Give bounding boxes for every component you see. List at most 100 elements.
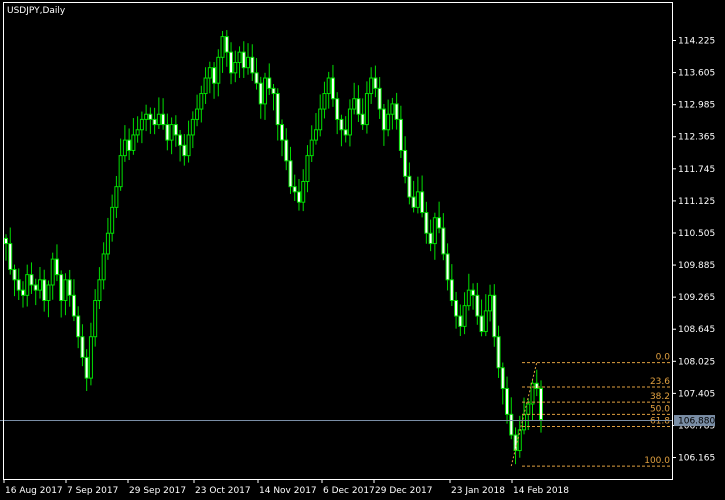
candle-body [241,51,246,69]
candle-body [182,144,187,157]
candle-body [420,191,425,214]
candle-body [488,294,493,312]
x-tick-label: 29 Sep 2017 [129,486,186,496]
candle-body [326,77,331,95]
y-tick-label: 109.885 [678,261,715,271]
candle-body [496,336,501,369]
candle-body [88,336,93,379]
candle-body [250,56,255,74]
current-price-label: 106.880 [678,417,715,427]
fibonacci-level-label: 50.0 [650,404,670,414]
candle-body [195,108,200,120]
candle-body [390,103,395,115]
candle-body [59,274,64,301]
fibonacci-level-label: 0.0 [656,353,671,363]
candle-body [398,118,403,151]
candle-body [139,118,144,131]
y-tick-label: 110.505 [678,229,715,239]
current-price-badge: 106.880 [674,415,715,427]
candle-body [483,310,488,333]
candle-body [505,387,510,415]
candle-body [246,56,251,69]
candle-body [445,253,450,281]
candle-body [275,93,280,126]
candle-body [76,315,81,338]
candle-body [322,93,327,110]
candle-body [288,160,293,188]
fibonacci-trendline [510,362,538,467]
candle-body [360,113,365,126]
y-tick-label: 108.645 [678,325,715,335]
candle-body [233,62,238,74]
y-tick-label: 109.265 [678,293,715,303]
y-tick-label: 112.365 [678,133,715,143]
candle-body [110,206,115,234]
candle-body [381,108,386,131]
y-tick-label: 112.985 [678,101,715,111]
candle-body [292,186,297,193]
candle-body [458,315,463,327]
candle-body [144,113,149,120]
candle-body [42,279,47,302]
chart-title: USDJPY,Daily [7,6,66,16]
candle-body [258,82,263,105]
candle-body [263,77,268,105]
candle-body [305,155,310,182]
x-tick-label: 14 Feb 2018 [513,486,569,496]
candles-group [4,30,543,465]
candle-body [432,217,437,245]
candle-body [161,113,166,126]
candle-body [369,77,374,95]
x-axis: 16 Aug 2017 7 Sep 2017 29 Sep 2017 23 Oct 2… [3,479,569,496]
candle-body [212,67,217,84]
candle-body [513,434,518,452]
candle-body [54,258,59,276]
candle-body [237,51,242,63]
candle-body [526,403,531,415]
candle-body [20,289,25,296]
candle-body [148,113,153,120]
fibonacci-level-label: 38.2 [650,392,670,402]
candle-body [122,139,127,157]
candle-body [471,289,476,296]
candle-body [330,77,335,100]
candle-body [67,279,72,296]
candle-body [190,118,195,136]
y-axis: 114.225 113.605 112.985 112.365 111.745 111.1… [672,37,715,464]
candle-body [50,258,55,286]
candle-body [8,243,13,270]
candle-body [309,139,314,157]
x-tick-label: 7 Sep 2017 [67,486,118,496]
fibonacci-retracement[interactable]: 0.0 23.6 38.2 50.0 61.8 100.0 [510,353,672,467]
candle-body [25,274,30,296]
candle-body [347,108,352,136]
candle-body [37,279,42,291]
candle-body [373,77,378,89]
candle-body [352,98,357,110]
candle-body [186,134,191,157]
candle-body [441,227,446,255]
candle-body [407,175,412,198]
y-tick-label: 111.745 [678,165,715,175]
candle-body [466,289,471,307]
candle-body [131,134,136,151]
y-tick-label: 107.405 [678,389,715,399]
candle-body [296,191,301,203]
candle-body [156,113,161,126]
plot-frame [3,2,673,480]
candle-body [313,129,318,141]
candle-body [12,268,17,281]
candle-body [500,367,505,389]
candle-body [539,387,543,420]
candle-body [105,232,110,255]
candle-body [80,336,85,358]
y-tick-label: 114.225 [678,37,715,47]
y-tick-label: 108.025 [678,357,715,367]
candle-body [63,279,68,302]
candle-body [343,129,348,136]
candle-body [224,36,229,53]
x-tick-label: 16 Aug 2017 [5,486,63,496]
candle-body [318,108,323,131]
candle-body [424,212,429,234]
